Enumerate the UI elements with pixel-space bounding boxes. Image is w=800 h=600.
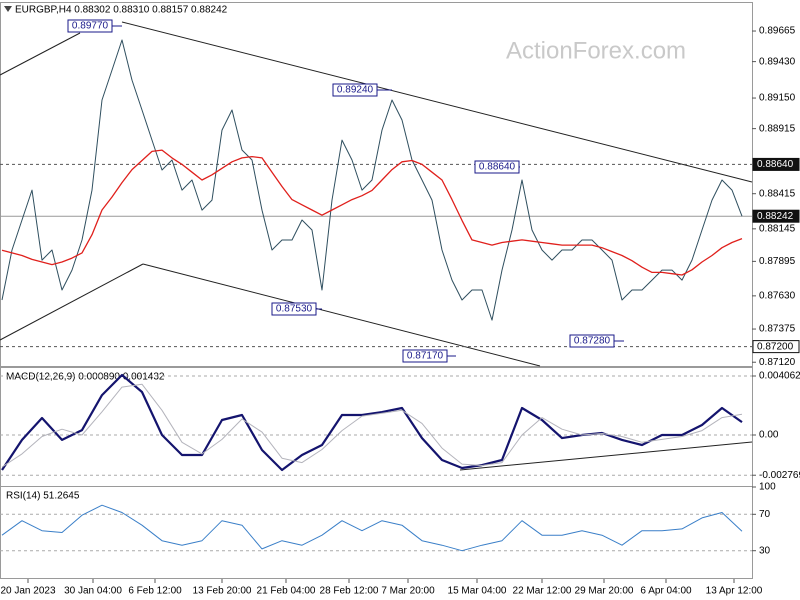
- x-tick-label: 15 Mar 04:00: [448, 586, 507, 597]
- y-tick-label: 100: [759, 482, 776, 493]
- annotation-label: 0.89770: [72, 21, 109, 32]
- x-tick-label: 6 Apr 04:00: [640, 586, 692, 597]
- y-tick-label: 0.89150: [759, 93, 796, 104]
- annotation-box: [402, 349, 448, 363]
- level-label: 0.88242: [757, 211, 794, 222]
- rsi-panel: [0, 486, 753, 579]
- series-line: [1, 39, 743, 321]
- y-tick-label: 0.87895: [759, 256, 796, 267]
- y-tick-label: 0.88915: [759, 123, 796, 134]
- panel-title: MACD(12,26,9) 0.000890 0.001432: [6, 372, 165, 383]
- x-tick-label: 20 Jan 2023: [0, 586, 55, 597]
- x-tick-label: 28 Feb 12:00: [320, 586, 379, 597]
- watermark: ActionForex.com: [506, 37, 686, 64]
- trendlines: [0, 21, 753, 471]
- y-tick-label: 0.87375: [759, 324, 796, 335]
- y-tick-label: 0.88415: [759, 188, 796, 199]
- panel-title: RSI(14) 51.2645: [6, 491, 80, 502]
- y-tick-label: -0.002769: [759, 470, 800, 481]
- annotation-box: [332, 83, 378, 97]
- level-label: 0.88640: [757, 159, 794, 170]
- y-tick-label: 0.004062: [759, 371, 800, 382]
- x-tick-label: 6 Feb 12:00: [128, 586, 182, 597]
- x-tick-label: 21 Feb 04:00: [257, 586, 316, 597]
- y-tick-label: 30: [759, 545, 771, 556]
- x-tick-label: 7 Mar 20:00: [381, 586, 435, 597]
- y-tick-label: 0.87630: [759, 290, 796, 301]
- trendline: [142, 263, 541, 367]
- annotation-label: 0.87280: [574, 336, 611, 347]
- y-tick-label: 0.89430: [759, 56, 796, 67]
- x-tick-label: 13 Feb 20:00: [193, 586, 252, 597]
- annotation-box: [271, 302, 317, 316]
- x-tick-label: 22 Mar 12:00: [513, 586, 572, 597]
- annotation-label: 0.89240: [337, 85, 374, 96]
- trendline: [0, 263, 144, 341]
- price-panel: [0, 2, 753, 367]
- series-line: [1, 373, 743, 472]
- annotation-box: [67, 19, 113, 33]
- annotation-box: [569, 334, 615, 348]
- level-label-box: [752, 340, 800, 354]
- level-label: 0.87200: [757, 341, 794, 352]
- annotation-label: 0.88640: [479, 162, 516, 173]
- series-line: [1, 504, 743, 552]
- trendline: [121, 21, 753, 183]
- x-tick-label: 30 Jan 04:00: [64, 586, 122, 597]
- level-label-box: [752, 157, 800, 171]
- y-tick-label: 0.89665: [759, 26, 796, 37]
- trendline: [459, 441, 753, 471]
- x-tick-label: 13 Apr 12:00: [706, 586, 763, 597]
- series-line: [1, 383, 743, 468]
- series-line: [1, 149, 743, 276]
- annotation-box: [474, 160, 520, 174]
- y-tick-label: 0.87120: [759, 357, 796, 368]
- panel-title: EURGBP,H4 0.88302 0.88310 0.88157 0.8824…: [15, 5, 228, 16]
- x-tick-label: 29 Mar 20:00: [575, 586, 634, 597]
- level-label-box: [752, 209, 800, 223]
- trendline: [0, 32, 81, 76]
- annotation-label: 0.87170: [407, 351, 444, 362]
- annotation-label: 0.87530: [276, 304, 313, 315]
- y-tick-label: 0.88145: [759, 223, 796, 234]
- y-tick-label: 0.00: [759, 430, 779, 441]
- y-tick-label: 70: [759, 509, 771, 520]
- symbol-icon: [4, 6, 12, 12]
